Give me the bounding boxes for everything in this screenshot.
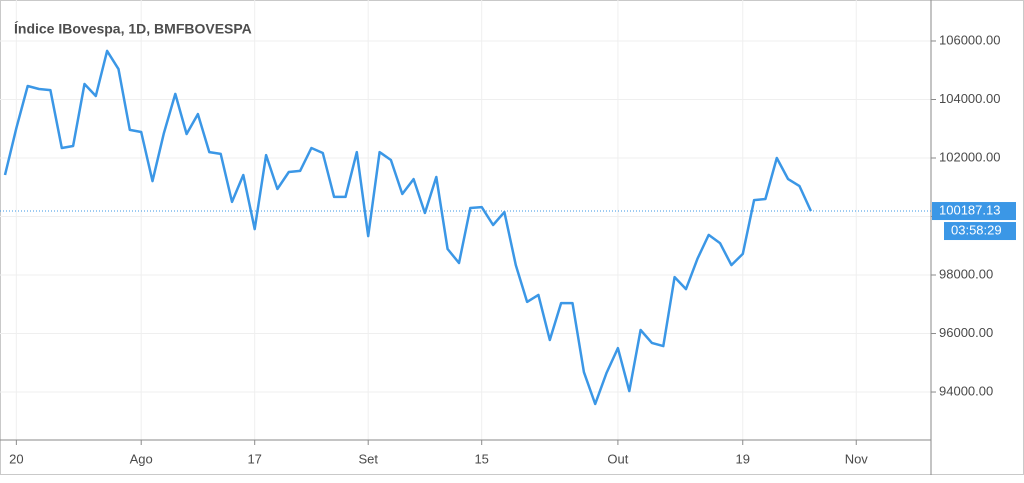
x-tick-label: 17 — [247, 451, 261, 466]
countdown-label: 03:58:29 — [951, 222, 1002, 237]
last-price-label: 100187.13 — [939, 202, 1000, 217]
y-tick-label: 96000.00 — [939, 325, 993, 340]
y-tick-label: 104000.00 — [939, 91, 1000, 106]
chart-title: Índice IBovespa, 1D, BMFBOVESPA — [14, 21, 252, 37]
x-tick-label: 20 — [9, 451, 23, 466]
x-tick-label: Set — [358, 451, 378, 466]
price-line — [3, 49, 813, 406]
countdown-box — [944, 222, 1016, 241]
y-tick-label: 106000.00 — [939, 32, 1000, 47]
x-tick-label: 19 — [736, 451, 750, 466]
x-tick-label: Nov — [845, 451, 869, 466]
last-price-box — [932, 202, 1016, 221]
y-tick-label: 98000.00 — [939, 266, 993, 281]
x-tick-label: Ago — [130, 451, 153, 466]
grid — [0, 0, 931, 440]
x-tick-label: 15 — [474, 451, 488, 466]
x-tick-label: Out — [607, 451, 628, 466]
y-tick-label: 102000.00 — [939, 149, 1000, 164]
y-tick-label: 94000.00 — [939, 383, 993, 398]
